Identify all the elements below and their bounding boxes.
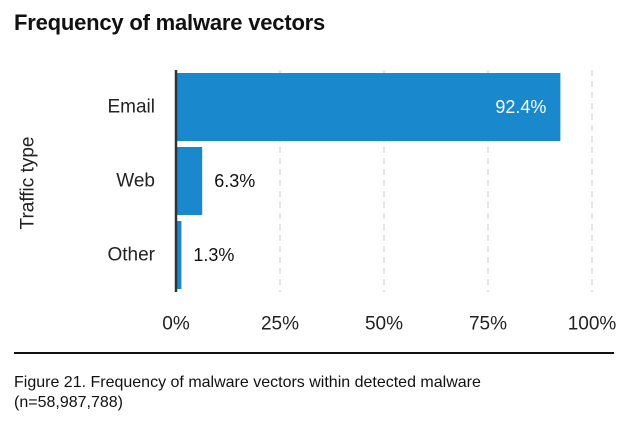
figure-caption: Figure 21. Frequency of malware vectors …	[14, 373, 614, 413]
x-tick-label-100: 100%	[568, 314, 617, 335]
chart-title: Frequency of malware vectors	[14, 10, 326, 35]
caption-line-1: Figure 21. Frequency of malware vectors …	[14, 374, 481, 391]
bar-other	[176, 221, 182, 289]
y-axis-title: Traffic type	[18, 137, 39, 230]
x-tick-label-75: 75%	[469, 314, 507, 335]
caption-divider	[14, 352, 614, 354]
bar-email	[176, 73, 561, 141]
value-label-email: 92.4%	[495, 97, 546, 117]
x-tick-label-25: 25%	[261, 314, 299, 335]
value-label-web: 6.3%	[214, 171, 255, 191]
x-tick-label-0: 0%	[162, 314, 190, 335]
category-label-web: Web	[116, 171, 155, 192]
bar-chart: Email 92.4% Web 6.3% Other 1.3% 0% 25% 50% 75% 100…	[18, 70, 617, 335]
bar-web	[176, 147, 203, 215]
caption-line-2: (n=58,987,788)	[14, 394, 123, 411]
value-label-other: 1.3%	[193, 245, 234, 265]
category-label-email: Email	[107, 97, 155, 118]
category-label-other: Other	[107, 245, 155, 266]
x-tick-label-50: 50%	[365, 314, 403, 335]
